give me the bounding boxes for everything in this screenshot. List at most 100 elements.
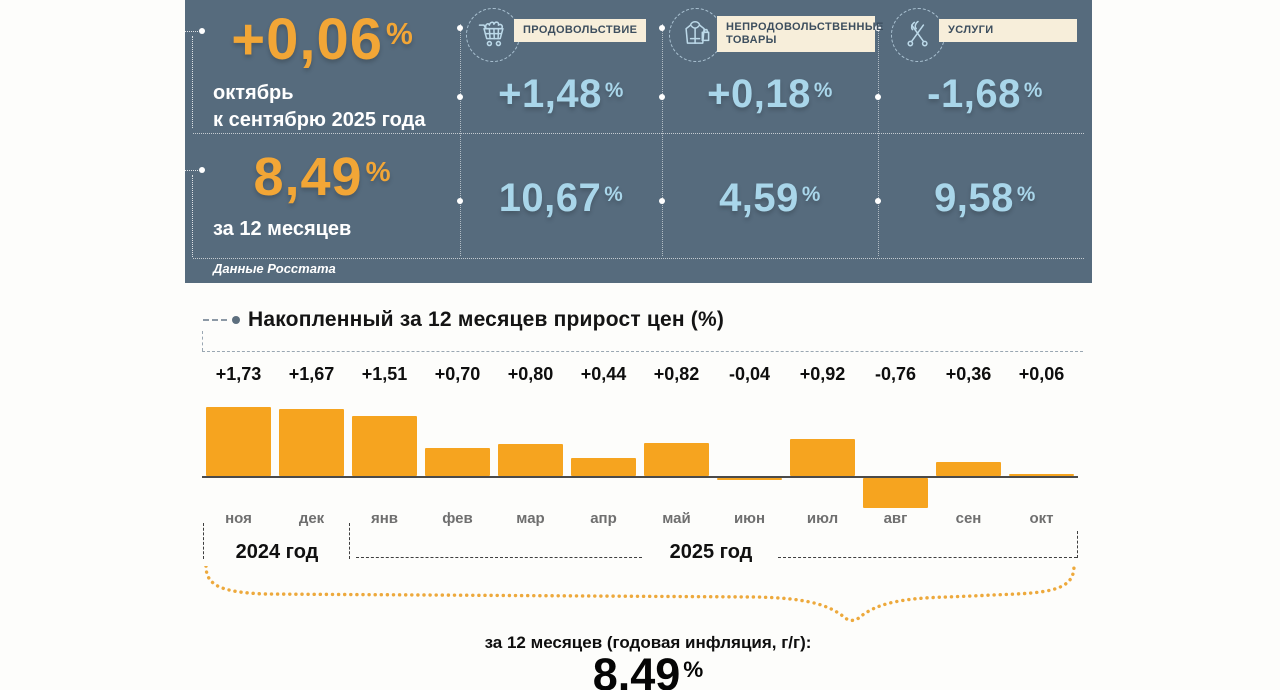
month-label: сен: [955, 510, 982, 527]
bar-value-label: +0,44: [580, 364, 627, 384]
food-annual-value: 10,67%: [498, 176, 624, 220]
food-monthly-value: +1,48%: [498, 72, 624, 116]
divider-dot: [875, 198, 881, 204]
bar-value-label: +0,80: [507, 364, 554, 384]
corner-line: [192, 36, 193, 128]
corner-dash: [185, 31, 198, 32]
percent-sign: %: [604, 78, 624, 102]
nonfood-label: НЕПРОДОВОЛЬСТВЕННЫЕ ТОВАРЫ: [717, 16, 883, 52]
corner-dot: [199, 167, 205, 173]
services-annual-value: 9,58%: [934, 176, 1036, 220]
bar-янв: [352, 415, 417, 476]
month-label: дек: [298, 510, 325, 527]
year-bracket-line: [356, 557, 642, 558]
month-label: мар: [516, 510, 545, 527]
nonfood-annual-value: 4,59%: [719, 176, 821, 220]
brace-icon: [204, 566, 1076, 623]
headline-annual-value: 8,49%: [253, 147, 392, 207]
headline-annual-caption: за 12 месяцев: [213, 218, 352, 240]
bar-value-label: +1,67: [288, 364, 335, 384]
bar-value-label: +1,73: [215, 364, 262, 384]
bar-value-label: -0,76: [874, 364, 917, 384]
month-label: июн: [733, 510, 766, 527]
bar-ноя: [206, 406, 271, 476]
divider-dot: [457, 94, 463, 100]
bar-фев: [425, 448, 490, 476]
summary-value: 8.49%: [592, 649, 704, 690]
divider-dot: [659, 198, 665, 204]
clothing-icon: [685, 20, 710, 44]
percent-sign: %: [683, 656, 704, 682]
bar-апр: [571, 458, 636, 476]
bar-value-label: +0,06: [1018, 364, 1065, 384]
title-border: [202, 331, 203, 351]
stats-panel: +0,06% октябрь к сентябрю 2025 года 8,49…: [185, 0, 1092, 283]
services-scissors-icon: [907, 20, 928, 47]
summary-caption: за 12 месяцев (годовая инфляция, г/г):: [484, 633, 812, 652]
month-label: май: [662, 510, 691, 527]
divider: [460, 24, 461, 256]
percent-sign: %: [385, 17, 414, 51]
corner-line: [192, 175, 193, 257]
bar-сен: [936, 461, 1001, 476]
chart-month-labels: ноя дек янв фев мар апр май июн июл авг сен окт: [202, 510, 1078, 527]
year-2025-label: 2025 год: [669, 541, 753, 563]
bar-value-label: +1,51: [361, 364, 408, 384]
bar-мар: [498, 444, 563, 476]
month-label: июл: [806, 510, 839, 527]
divider-dot: [659, 25, 665, 31]
chart-baseline: [202, 476, 1078, 478]
bar-окт: [1009, 473, 1074, 476]
bar-value-label: +0,82: [653, 364, 700, 384]
title-bullet-icon: [232, 316, 240, 324]
bar-value-label: +0,36: [945, 364, 992, 384]
divider-dot: [659, 94, 665, 100]
corner-dot: [199, 28, 205, 34]
divider-dot: [875, 25, 881, 31]
bar-value-label: -0,04: [728, 364, 771, 384]
year-bracket-line: [778, 557, 1077, 558]
divider-dot: [457, 25, 463, 31]
nonfood-monthly-value: +0,18%: [707, 72, 833, 116]
month-label: авг: [883, 510, 908, 527]
title-border: [202, 351, 1083, 352]
month-label: янв: [370, 510, 399, 527]
year-bracket-line: [349, 523, 350, 559]
headline-monthly-value: +0,06%: [231, 7, 414, 72]
percent-sign: %: [801, 182, 821, 206]
divider: [662, 24, 663, 256]
month-label: фев: [442, 510, 473, 527]
chart-value-labels: +1,73 +1,67 +1,51 +0,70 +0,80 +0,44 +0,82 -0,04…: [202, 364, 1078, 385]
corner-dash: [185, 170, 198, 171]
chart-title: Накопленный за 12 месяцев прирост цен (%…: [248, 308, 725, 331]
bar-дек: [279, 409, 344, 476]
chart-title-row: Накопленный за 12 месяцев прирост цен (%…: [203, 308, 724, 332]
bar-июн: [717, 478, 782, 480]
services-monthly-value: -1,68%: [927, 72, 1043, 116]
shopping-cart-icon: [478, 21, 504, 47]
month-label: окт: [1029, 510, 1054, 527]
year-bracket-line: [203, 523, 204, 559]
bar-value-label: +0,70: [434, 364, 481, 384]
chart-plot: [202, 398, 1078, 510]
services-icon-circle: [891, 8, 945, 62]
percent-sign: %: [604, 182, 624, 206]
nonfood-icon-circle: [669, 8, 723, 62]
bar-value-label: +0,92: [799, 364, 846, 384]
year-2024-label: 2024 год: [235, 541, 319, 563]
title-dash: [203, 319, 227, 321]
month-label: ноя: [225, 510, 252, 527]
divider-dot: [875, 94, 881, 100]
percent-sign: %: [813, 78, 833, 102]
percent-sign: %: [365, 155, 392, 187]
bar-май: [644, 443, 709, 476]
percent-sign: %: [1023, 78, 1043, 102]
divider: [193, 133, 1084, 134]
data-source-note: Данные Росстата: [213, 261, 336, 276]
divider: [193, 258, 1084, 259]
food-icon-circle: [466, 8, 520, 62]
headline-monthly-caption: октябрь к сентябрю 2025 года: [213, 82, 426, 131]
divider-dot: [457, 198, 463, 204]
bar-июл: [790, 439, 855, 476]
